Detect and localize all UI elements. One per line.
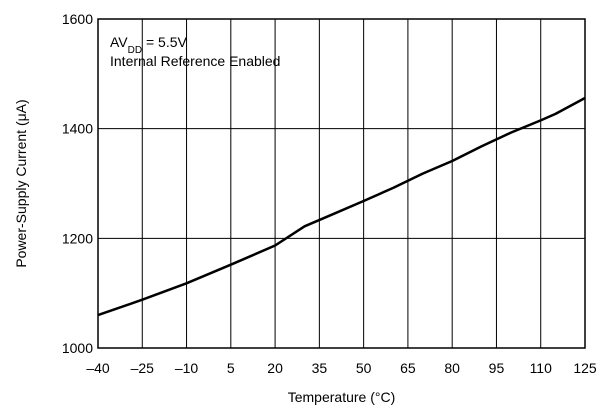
y-tick-labels: 1000 1200 1400 1600 bbox=[62, 11, 93, 356]
x-tick-label: 80 bbox=[444, 360, 460, 376]
y-tick-label: 1400 bbox=[62, 121, 93, 137]
x-tick-label: –10 bbox=[175, 360, 199, 376]
plot-frame bbox=[97, 18, 586, 349]
x-tick-label: 50 bbox=[356, 360, 372, 376]
x-tick-label: 35 bbox=[312, 360, 328, 376]
y-axis-label: Power-Supply Current (μA) bbox=[13, 99, 29, 267]
x-axis-label: Temperature (°C) bbox=[288, 389, 396, 405]
x-tick-label: 95 bbox=[489, 360, 505, 376]
x-tick-label: 20 bbox=[267, 360, 283, 376]
annotation-voltage-value: = 5.5V bbox=[142, 34, 187, 50]
series-line-current bbox=[97, 96, 586, 317]
x-tick-label: 65 bbox=[400, 360, 416, 376]
x-tick-label: 125 bbox=[573, 360, 597, 376]
y-tick-label: 1200 bbox=[62, 230, 93, 246]
y-tick-label: 1000 bbox=[62, 340, 93, 356]
annotation-supply-voltage: AVDD = 5.5V bbox=[110, 34, 188, 56]
annotation-reference-state: Internal Reference Enabled bbox=[110, 53, 280, 69]
x-tick-label: –40 bbox=[86, 360, 110, 376]
x-tick-labels: –40 –25 –10 5 20 35 50 65 80 95 110 125 bbox=[86, 360, 597, 376]
grid-lines bbox=[98, 19, 585, 348]
annotation-dd-subscript: DD bbox=[128, 45, 142, 56]
x-tick-label: 110 bbox=[530, 360, 553, 376]
annotation-av: AV bbox=[110, 34, 128, 50]
y-tick-label: 1600 bbox=[62, 11, 93, 27]
x-tick-label: –25 bbox=[131, 360, 155, 376]
x-tick-label: 5 bbox=[227, 360, 235, 376]
